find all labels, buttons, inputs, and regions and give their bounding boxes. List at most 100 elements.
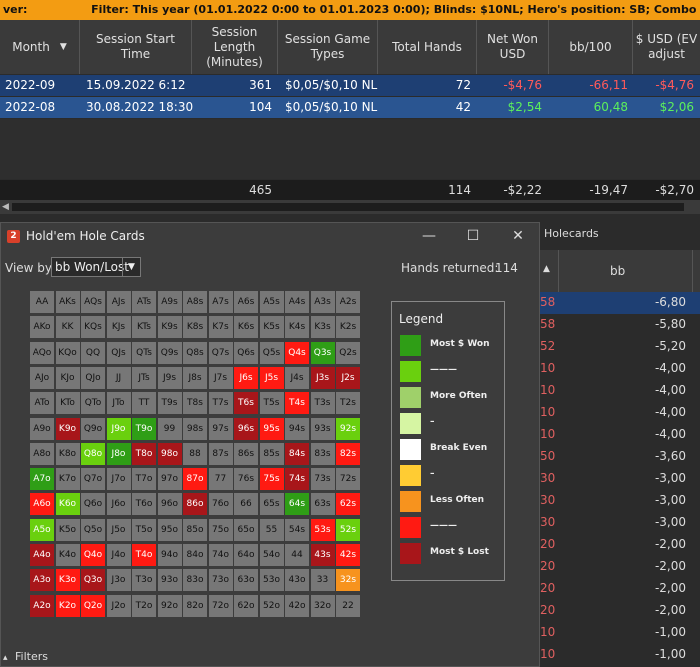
hand-cell[interactable]: KK: [55, 316, 80, 339]
hand-cell[interactable]: 86s: [234, 442, 258, 465]
hand-cell[interactable]: 87s: [208, 442, 233, 465]
hand-cell[interactable]: K7o: [55, 468, 80, 491]
hand-cell[interactable]: Q6o: [81, 493, 105, 516]
hand-cell[interactable]: 99: [157, 417, 182, 440]
dialog-titlebar[interactable]: 2 Hold'em Hole Cards — ☐ ✕: [1, 223, 539, 250]
hand-cell[interactable]: ATs: [132, 291, 156, 313]
scroll-thumb[interactable]: [12, 203, 684, 211]
col-month[interactable]: Month ▼: [0, 20, 80, 74]
hand-cell[interactable]: 52o: [259, 594, 284, 617]
hand-cell[interactable]: JJ: [106, 366, 131, 389]
hand-cell[interactable]: 86o: [183, 493, 207, 516]
hand-cell[interactable]: 32o: [310, 594, 335, 617]
hand-cell[interactable]: A7o: [30, 468, 54, 491]
sort-up-icon[interactable]: ▲: [543, 264, 550, 274]
hand-cell[interactable]: 65s: [259, 493, 284, 516]
hand-cell[interactable]: 73s: [310, 468, 335, 491]
hand-cell[interactable]: JTs: [132, 366, 156, 389]
view-by-select[interactable]: bb Won/Lost ▼: [51, 257, 141, 277]
hand-cell[interactable]: 83o: [183, 569, 207, 592]
hand-cell[interactable]: A5s: [259, 291, 284, 313]
hand-cell[interactable]: K6s: [234, 316, 258, 339]
hand-cell[interactable]: 43o: [285, 569, 309, 592]
hand-cell[interactable]: Q5s: [259, 341, 284, 364]
col-bb100[interactable]: bb/100: [549, 20, 633, 74]
hand-cell[interactable]: 63o: [234, 569, 258, 592]
hand-cell[interactable]: 42o: [285, 594, 309, 617]
hand-cell[interactable]: K3s: [310, 316, 335, 339]
hand-cell[interactable]: A4s: [285, 291, 309, 313]
hand-cell[interactable]: 22: [336, 594, 360, 617]
hand-cell[interactable]: J5o: [106, 518, 131, 541]
table-row[interactable]: 30 -3,00: [540, 490, 700, 512]
table-row[interactable]: 30 -3,00: [540, 468, 700, 490]
hand-cell[interactable]: 54s: [285, 518, 309, 541]
maximize-icon[interactable]: ☐: [466, 228, 480, 244]
close-icon[interactable]: ✕: [512, 228, 524, 244]
hand-cell[interactable]: AKs: [55, 291, 80, 313]
hand-cell[interactable]: QJo: [81, 366, 105, 389]
hand-cell[interactable]: 64o: [234, 544, 258, 566]
hand-cell[interactable]: 98s: [183, 417, 207, 440]
hand-cell[interactable]: Q7o: [81, 468, 105, 491]
horizontal-scrollbar[interactable]: ◀: [0, 200, 700, 214]
hand-cell[interactable]: Q2s: [336, 341, 360, 364]
hand-cell[interactable]: 93o: [157, 569, 182, 592]
hand-cell[interactable]: 44: [285, 544, 309, 566]
hand-cell[interactable]: K5s: [259, 316, 284, 339]
hand-cell[interactable]: 75s: [259, 468, 284, 491]
hand-cell[interactable]: 76o: [208, 493, 233, 516]
col-net[interactable]: Net Won USD: [477, 20, 549, 74]
table-row[interactable]: 50 -3,60: [540, 446, 700, 468]
hand-cell[interactable]: J3o: [106, 569, 131, 592]
col-ev[interactable]: $ USD (EV adjust: [633, 20, 700, 74]
hand-cell[interactable]: 87o: [183, 468, 207, 491]
hand-cell[interactable]: J5s: [259, 366, 284, 389]
hand-cell[interactable]: AA: [30, 291, 54, 313]
hand-cell[interactable]: A4o: [30, 544, 54, 566]
hand-cell[interactable]: 95o: [157, 518, 182, 541]
hand-cell[interactable]: J9s: [157, 366, 182, 389]
hand-cell[interactable]: T5s: [259, 392, 284, 415]
hand-cell[interactable]: K4o: [55, 544, 80, 566]
holecards-tab-title[interactable]: Holecards: [544, 227, 599, 240]
table-row[interactable]: 10 -4,00: [540, 402, 700, 424]
hand-cell[interactable]: KJs: [106, 316, 131, 339]
hand-cell[interactable]: 77: [208, 468, 233, 491]
hand-cell[interactable]: 97o: [157, 468, 182, 491]
hand-cell[interactable]: J7o: [106, 468, 131, 491]
hand-cell[interactable]: K4s: [285, 316, 309, 339]
hand-cell[interactable]: T8s: [183, 392, 207, 415]
hand-cell[interactable]: 72s: [336, 468, 360, 491]
hand-cell[interactable]: 75o: [208, 518, 233, 541]
minimize-icon[interactable]: —: [422, 228, 436, 244]
table-row[interactable]: 10 -4,00: [540, 358, 700, 380]
hand-cell[interactable]: AJs: [106, 291, 131, 313]
hand-cell[interactable]: Q7s: [208, 341, 233, 364]
hand-cell[interactable]: J7s: [208, 366, 233, 389]
filter-bar[interactable]: ver: Filter: This year (01.01.2022 0:00 …: [0, 0, 700, 20]
hand-cell[interactable]: A2o: [30, 594, 54, 617]
hand-cell[interactable]: TT: [132, 392, 156, 415]
hand-cell[interactable]: 62s: [336, 493, 360, 516]
hand-cell[interactable]: 84s: [285, 442, 309, 465]
hand-cell[interactable]: J9o: [106, 417, 131, 440]
hand-cell[interactable]: 82s: [336, 442, 360, 465]
hand-cell[interactable]: J4o: [106, 544, 131, 566]
hand-cell[interactable]: K6o: [55, 493, 80, 516]
hand-cell[interactable]: Q8s: [183, 341, 207, 364]
hand-cell[interactable]: KQo: [55, 341, 80, 364]
hand-cell[interactable]: QTo: [81, 392, 105, 415]
hand-cell[interactable]: KQs: [81, 316, 105, 339]
hand-cell[interactable]: 74s: [285, 468, 309, 491]
hand-cell[interactable]: 63s: [310, 493, 335, 516]
hand-cell[interactable]: K5o: [55, 518, 80, 541]
hand-cell[interactable]: A3o: [30, 569, 54, 592]
hand-cell[interactable]: QJs: [106, 341, 131, 364]
hand-cell[interactable]: 74o: [208, 544, 233, 566]
hand-cell[interactable]: 97s: [208, 417, 233, 440]
hand-cell[interactable]: A2s: [336, 291, 360, 313]
hand-cell[interactable]: 43s: [310, 544, 335, 566]
table-row[interactable]: 10 -4,00: [540, 380, 700, 402]
table-row[interactable]: 20 -2,00: [540, 534, 700, 556]
